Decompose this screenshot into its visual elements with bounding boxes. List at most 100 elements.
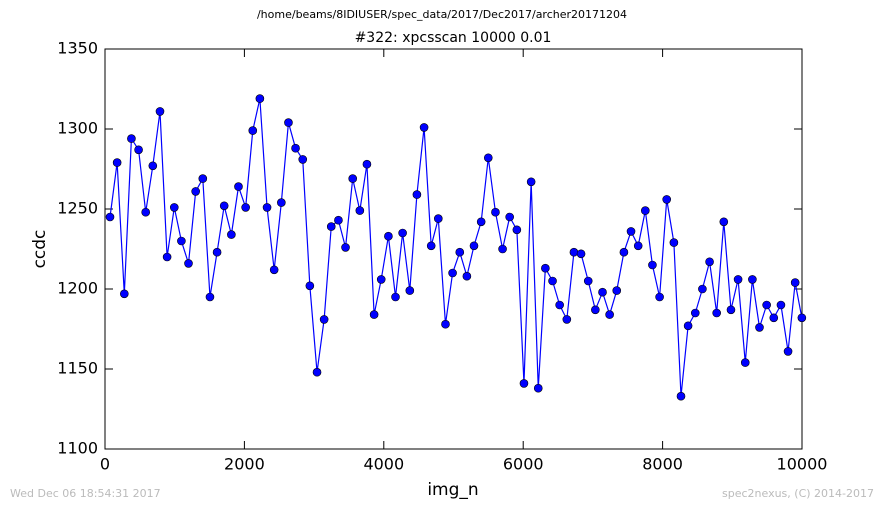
data-point	[205, 292, 215, 302]
data-point	[376, 275, 386, 284]
data-point	[305, 281, 315, 291]
data-point	[526, 177, 536, 187]
data-point	[441, 319, 450, 329]
data-point	[262, 203, 272, 212]
data-point	[248, 126, 258, 135]
data-point	[227, 230, 236, 239]
data-point	[348, 174, 358, 183]
data-point	[648, 260, 657, 270]
data-point	[633, 241, 643, 251]
data-point	[469, 241, 479, 251]
data-point	[776, 300, 786, 310]
y-tick-label: 1300	[57, 119, 98, 138]
data-point	[498, 244, 507, 254]
data-point	[605, 310, 614, 319]
data-point	[476, 217, 486, 227]
plot-frame	[104, 48, 803, 450]
data-point	[769, 313, 779, 323]
data-point	[284, 118, 293, 127]
data-point	[334, 215, 343, 225]
data-point	[426, 241, 436, 251]
data-point	[562, 315, 572, 324]
data-point	[369, 310, 379, 319]
data-point	[298, 155, 308, 164]
data-point	[712, 308, 721, 318]
data-point	[591, 305, 600, 315]
data-point	[355, 206, 365, 215]
y-tick-label: 1200	[57, 279, 98, 298]
data-point	[690, 308, 700, 318]
data-point	[612, 286, 622, 295]
x-tick-label: 4000	[363, 455, 404, 474]
data-point	[755, 323, 764, 332]
data-point	[598, 287, 607, 297]
data-point	[434, 214, 443, 223]
x-tick-label: 6000	[503, 455, 544, 474]
y-axis-label: ccdc	[30, 230, 50, 269]
data-point	[797, 313, 807, 323]
data-point	[748, 275, 757, 284]
data-point	[384, 231, 393, 241]
data-point	[641, 206, 650, 215]
data-point	[419, 123, 429, 132]
data-point	[569, 247, 579, 257]
data-point	[341, 243, 350, 252]
data-point	[112, 158, 122, 167]
data-point	[141, 207, 151, 217]
x-tick-label: 8000	[642, 455, 683, 474]
data-point	[698, 284, 707, 294]
chart-title: #322: xpcsscan 10000 0.01	[355, 30, 552, 46]
data-point	[541, 263, 550, 273]
data-point	[319, 315, 329, 324]
data-point	[676, 391, 686, 401]
data-point	[455, 247, 465, 257]
data-point	[448, 268, 457, 278]
data-point	[669, 238, 679, 247]
data-point	[740, 358, 750, 367]
data-point	[148, 161, 158, 171]
data-point	[162, 252, 172, 262]
data-point	[398, 228, 407, 238]
data-point	[512, 225, 522, 235]
x-axis-label: img_n	[427, 480, 478, 500]
data-point	[219, 201, 229, 211]
data-point	[719, 217, 729, 227]
y-tick-label: 1100	[57, 439, 98, 458]
data-point	[184, 259, 193, 268]
data-point	[662, 195, 672, 204]
data-point	[790, 278, 800, 287]
data-point	[762, 300, 771, 310]
y-tick-label: 1150	[57, 359, 98, 378]
data-point	[555, 300, 564, 310]
data-point	[234, 182, 243, 191]
data-point	[548, 276, 557, 286]
data-point	[326, 222, 336, 231]
footer-right: spec2nexus, (C) 2014-2017	[722, 487, 874, 500]
data-point	[733, 275, 743, 284]
data-point	[462, 271, 472, 281]
data-point	[255, 94, 265, 103]
data-point	[483, 153, 493, 163]
data-point	[505, 212, 514, 222]
data-point	[212, 247, 222, 257]
footer-left: Wed Dec 06 18:54:31 2017	[10, 487, 161, 500]
data-point	[683, 321, 693, 331]
x-tick-label: 10000	[777, 455, 828, 474]
data-point	[120, 289, 129, 299]
x-tick-label: 0	[100, 455, 110, 474]
data-point	[783, 347, 793, 356]
data-point	[198, 174, 208, 183]
data-point	[533, 383, 543, 393]
data-point	[412, 190, 422, 199]
y-tick-label: 1350	[57, 39, 98, 58]
data-point	[705, 257, 714, 267]
data-point	[134, 145, 143, 155]
data-point	[291, 143, 300, 153]
data-point	[405, 286, 415, 295]
data-point	[655, 292, 664, 302]
data-point	[576, 249, 586, 259]
data-point	[105, 212, 115, 222]
x-tick-label: 2000	[224, 455, 265, 474]
